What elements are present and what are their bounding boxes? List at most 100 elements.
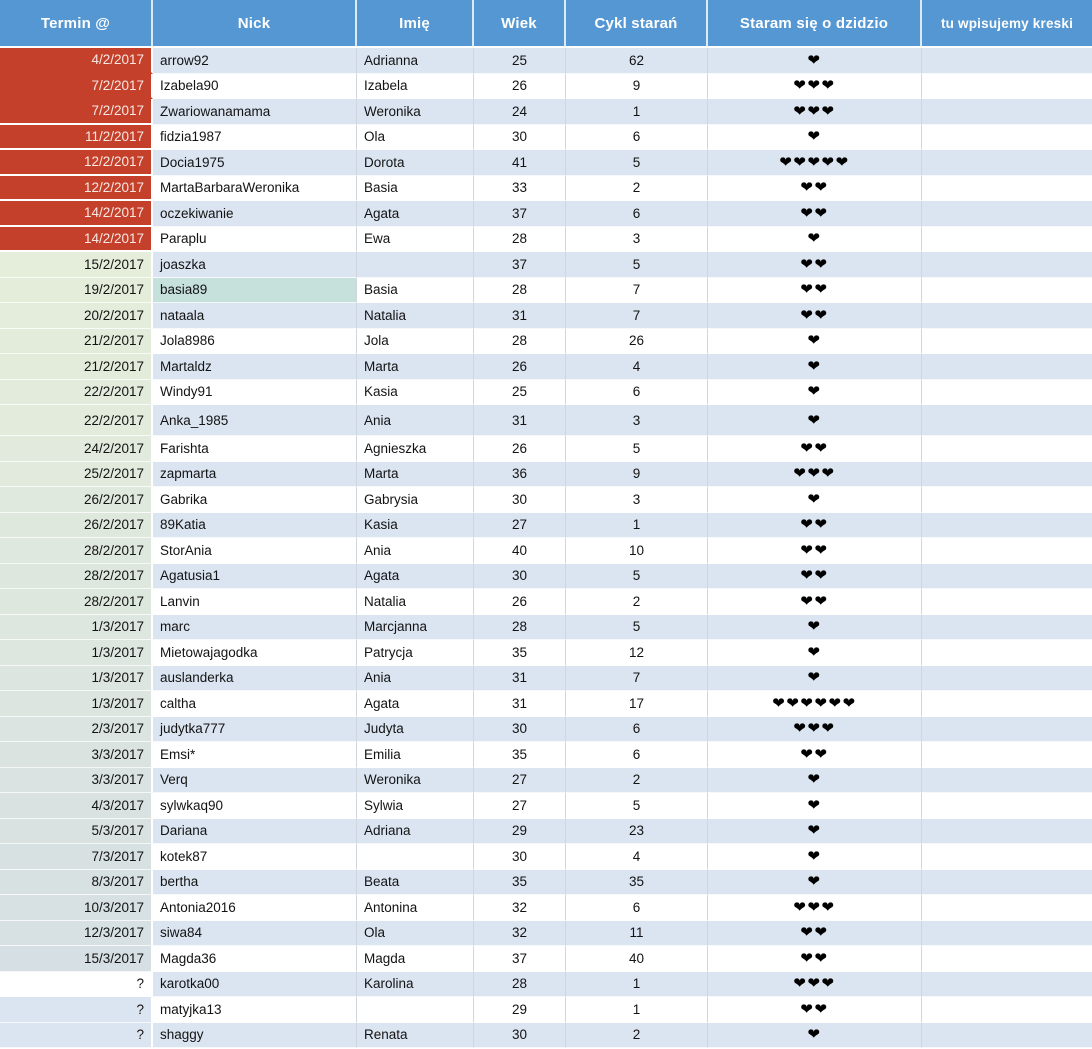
cell-imie[interactable]: Magda [357, 946, 474, 972]
cell-staram-sie[interactable]: ❤ [708, 665, 922, 691]
cell-termin[interactable]: 28/2/2017 [0, 563, 153, 589]
cell-cykl-staran[interactable]: 1 [566, 997, 708, 1023]
cell-cykl-staran[interactable]: 7 [566, 277, 708, 303]
cell-kreski[interactable] [922, 328, 1092, 354]
cell-termin[interactable]: 14/2/2017 [0, 201, 153, 227]
cell-kreski[interactable] [922, 436, 1092, 462]
cell-imie[interactable]: Izabela [357, 73, 474, 99]
cell-nick[interactable]: auslanderka [153, 665, 357, 691]
cell-kreski[interactable] [922, 844, 1092, 870]
cell-nick[interactable]: judytka777 [153, 716, 357, 742]
header-tu-wpisujemy-kreski[interactable]: tu wpisujemy kreski [940, 15, 1074, 31]
cell-termin[interactable]: 22/2/2017 [0, 379, 153, 405]
cell-termin[interactable]: 12/3/2017 [0, 920, 153, 946]
cell-cykl-staran[interactable]: 1 [566, 512, 708, 538]
cell-imie[interactable]: Emilia [357, 742, 474, 768]
cell-imie[interactable]: Weronika [357, 99, 474, 125]
cell-staram-sie[interactable]: ❤ [708, 1022, 922, 1048]
cell-kreski[interactable] [922, 767, 1092, 793]
cell-nick[interactable]: Magda36 [153, 946, 357, 972]
cell-nick[interactable]: Izabela90 [153, 73, 357, 99]
cell-staram-sie[interactable]: ❤❤❤ [708, 73, 922, 99]
cell-staram-sie[interactable]: ❤❤ [708, 997, 922, 1023]
cell-cykl-staran[interactable]: 5 [566, 563, 708, 589]
cell-nick[interactable]: Zwariowanamama [153, 99, 357, 125]
cell-nick[interactable]: Jola8986 [153, 328, 357, 354]
cell-termin[interactable]: 24/2/2017 [0, 436, 153, 462]
cell-termin[interactable]: 1/3/2017 [0, 614, 153, 640]
cell-staram-sie[interactable]: ❤❤❤ [708, 971, 922, 997]
cell-wiek[interactable]: 30 [474, 124, 566, 150]
cell-wiek[interactable]: 27 [474, 512, 566, 538]
cell-imie[interactable]: Gabrysia [357, 487, 474, 513]
cell-kreski[interactable] [922, 869, 1092, 895]
cell-cykl-staran[interactable]: 3 [566, 487, 708, 513]
cell-termin[interactable]: 3/3/2017 [0, 767, 153, 793]
cell-nick[interactable]: nataala [153, 303, 357, 329]
cell-termin[interactable]: 1/3/2017 [0, 665, 153, 691]
cell-nick[interactable]: sylwkaq90 [153, 793, 357, 819]
cell-nick[interactable]: zapmarta [153, 461, 357, 487]
cell-staram-sie[interactable]: ❤❤ [708, 538, 922, 564]
cell-wiek[interactable]: 28 [474, 971, 566, 997]
cell-imie[interactable]: Dorota [357, 150, 474, 176]
cell-nick[interactable]: StorAnia [153, 538, 357, 564]
cell-termin[interactable]: 26/2/2017 [0, 512, 153, 538]
cell-staram-sie[interactable]: ❤❤❤ [708, 99, 922, 125]
cell-kreski[interactable] [922, 354, 1092, 380]
cell-termin[interactable]: 28/2/2017 [0, 538, 153, 564]
cell-staram-sie[interactable]: ❤❤❤❤❤ [708, 150, 922, 176]
cell-imie[interactable]: Natalia [357, 589, 474, 615]
cell-imie[interactable]: Agata [357, 691, 474, 717]
cell-wiek[interactable]: 26 [474, 354, 566, 380]
cell-cykl-staran[interactable]: 2 [566, 767, 708, 793]
header-nick[interactable]: Nick [153, 0, 357, 46]
cell-wiek[interactable]: 30 [474, 487, 566, 513]
cell-imie[interactable]: Judyta [357, 716, 474, 742]
cell-kreski[interactable] [922, 716, 1092, 742]
cell-nick[interactable]: Lanvin [153, 589, 357, 615]
cell-imie[interactable]: Ewa [357, 226, 474, 252]
cell-imie[interactable]: Adrianna [357, 48, 474, 74]
cell-wiek[interactable]: 37 [474, 252, 566, 278]
cell-staram-sie[interactable]: ❤ [708, 767, 922, 793]
cell-kreski[interactable] [922, 920, 1092, 946]
cell-wiek[interactable]: 25 [474, 48, 566, 74]
cell-staram-sie[interactable]: ❤❤ [708, 436, 922, 462]
cell-kreski[interactable] [922, 252, 1092, 278]
cell-wiek[interactable]: 41 [474, 150, 566, 176]
cell-nick[interactable]: siwa84 [153, 920, 357, 946]
cell-nick[interactable]: 89Katia [153, 512, 357, 538]
cell-kreski[interactable] [922, 303, 1092, 329]
cell-cykl-staran[interactable]: 23 [566, 818, 708, 844]
cell-termin[interactable]: 8/3/2017 [0, 869, 153, 895]
cell-cykl-staran[interactable]: 6 [566, 379, 708, 405]
cell-cykl-staran[interactable]: 4 [566, 844, 708, 870]
cell-kreski[interactable] [922, 818, 1092, 844]
cell-termin[interactable]: 5/3/2017 [0, 818, 153, 844]
cell-kreski[interactable] [922, 379, 1092, 405]
cell-wiek[interactable]: 28 [474, 226, 566, 252]
cell-cykl-staran[interactable]: 7 [566, 665, 708, 691]
cell-cykl-staran[interactable]: 2 [566, 1022, 708, 1048]
cell-cykl-staran[interactable]: 3 [566, 226, 708, 252]
cell-wiek[interactable]: 27 [474, 793, 566, 819]
cell-kreski[interactable] [922, 691, 1092, 717]
cell-kreski[interactable] [922, 277, 1092, 303]
cell-kreski[interactable] [922, 538, 1092, 564]
cell-wiek[interactable]: 24 [474, 99, 566, 125]
cell-cykl-staran[interactable]: 40 [566, 946, 708, 972]
cell-cykl-staran[interactable]: 6 [566, 716, 708, 742]
cell-cykl-staran[interactable]: 5 [566, 150, 708, 176]
cell-wiek[interactable]: 30 [474, 563, 566, 589]
cell-staram-sie[interactable]: ❤ [708, 869, 922, 895]
cell-imie[interactable]: Ola [357, 124, 474, 150]
cell-wiek[interactable]: 37 [474, 946, 566, 972]
cell-nick[interactable]: Antonia2016 [153, 895, 357, 921]
cell-imie[interactable]: Ola [357, 920, 474, 946]
cell-wiek[interactable]: 31 [474, 405, 566, 436]
cell-nick[interactable]: Dariana [153, 818, 357, 844]
cell-wiek[interactable]: 33 [474, 175, 566, 201]
cell-nick[interactable]: joaszka [153, 252, 357, 278]
cell-staram-sie[interactable]: ❤❤ [708, 946, 922, 972]
